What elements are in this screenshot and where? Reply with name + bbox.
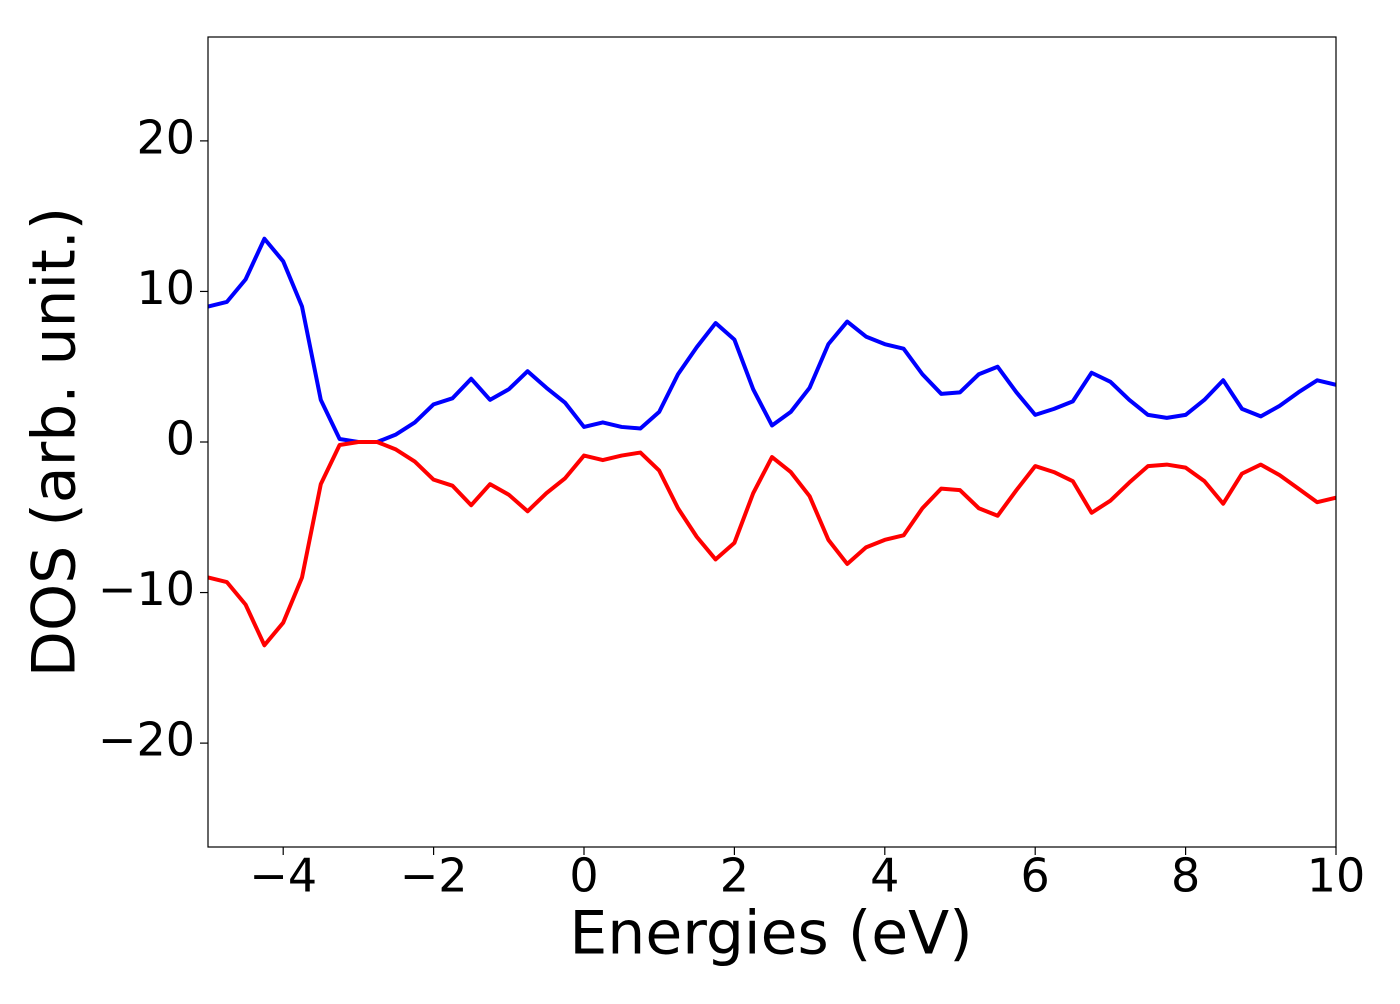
x-tick-label: 6 xyxy=(1021,849,1050,903)
x-tick-label: −2 xyxy=(400,849,468,903)
y-tick-label: 10 xyxy=(136,261,195,315)
x-tick-label: 2 xyxy=(720,849,749,903)
y-tick-label: −10 xyxy=(98,562,195,616)
x-tick-label: 0 xyxy=(569,849,598,903)
data-line xyxy=(208,440,1336,648)
x-tick-label: −4 xyxy=(249,849,317,903)
data-line xyxy=(208,236,1336,444)
x-tick-label: 10 xyxy=(1307,849,1366,903)
y-tick-label: −20 xyxy=(98,713,195,767)
y-axis-label: DOS (arb. unit.) xyxy=(20,207,90,677)
y-tick-label: 20 xyxy=(136,110,195,164)
y-tick-label: 0 xyxy=(166,412,195,466)
x-axis-label: Energies (eV) xyxy=(569,899,972,969)
x-tick-label: 8 xyxy=(1171,849,1200,903)
x-tick-label: 4 xyxy=(870,849,899,903)
